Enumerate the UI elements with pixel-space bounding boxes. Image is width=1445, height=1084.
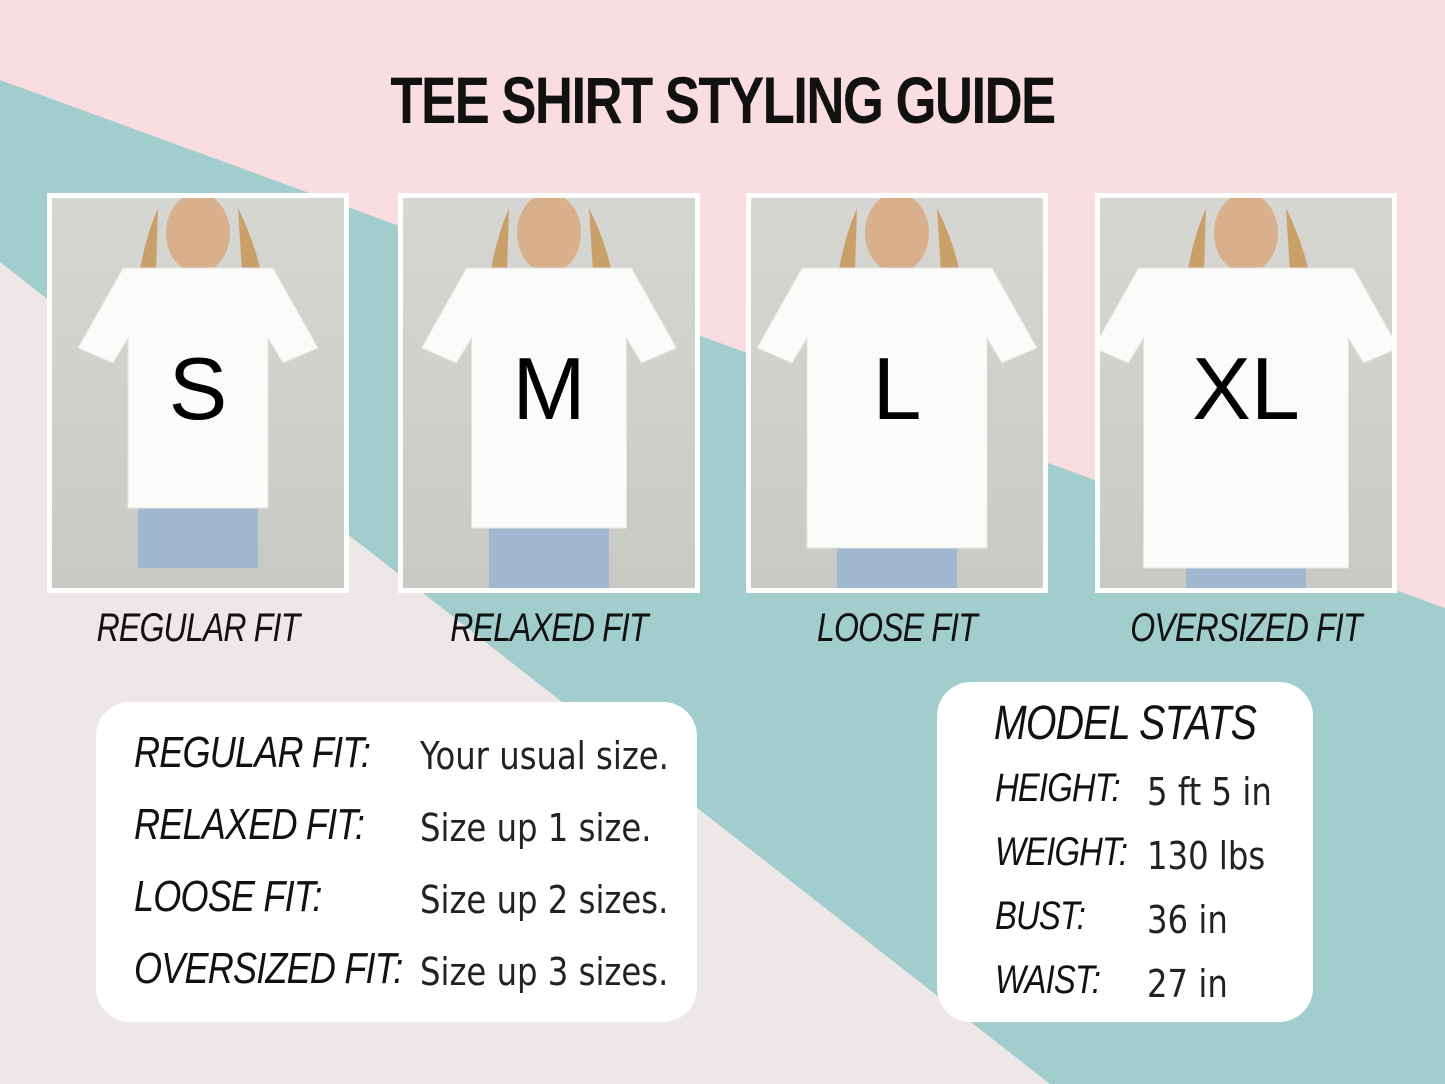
size-label: S — [168, 339, 228, 438]
fit-value: Size up 2 sizes. — [420, 878, 669, 922]
model-stats-box: MODEL STATS HEIGHT: 5 ft 5 in WEIGHT: 130… — [937, 682, 1313, 1022]
fit-caption: RELAXED FIT — [450, 606, 648, 650]
page-title: TEE SHIRT STYLING GUIDE — [390, 63, 1056, 137]
fit-label: OVERSIZED FIT: — [134, 944, 403, 993]
model-tshirt-icon — [1100, 198, 1392, 588]
fit-value: Size up 3 sizes. — [420, 950, 669, 994]
stat-value: 130 lbs — [1147, 834, 1266, 878]
stat-row: HEIGHT: — [995, 766, 1147, 811]
stat-label: BUST: — [995, 894, 1086, 938]
fit-value: Size up 1 size. — [420, 806, 652, 850]
fit-label: LOOSE FIT: — [134, 872, 322, 921]
fit-guide-box: REGULAR FIT: Your usual size. RELAXED FIT… — [96, 702, 697, 1022]
fit-caption: REGULAR FIT — [96, 606, 301, 650]
fit-label: REGULAR FIT: — [134, 728, 371, 777]
stat-value: 36 in — [1147, 898, 1228, 942]
fit-caption: OVERSIZED FIT — [1130, 606, 1362, 650]
fit-label: RELAXED FIT: — [134, 800, 365, 849]
stat-row: WEIGHT: — [995, 830, 1156, 875]
fit-caption: LOOSE FIT — [817, 606, 978, 650]
stat-label: HEIGHT: — [995, 766, 1121, 810]
model-tshirt-icon — [77, 198, 319, 568]
model-stats-title: MODEL STATS — [993, 697, 1257, 750]
fit-value: Your usual size. — [420, 734, 669, 778]
fit-guide-row: REGULAR FIT: — [134, 728, 422, 778]
stat-label: WEIGHT: — [995, 830, 1128, 874]
stat-row: BUST: — [995, 894, 1105, 939]
stat-row: WAIST: — [995, 958, 1123, 1003]
model-photo-m: M — [398, 193, 700, 593]
size-label: M — [512, 339, 586, 438]
fit-guide-row: OVERSIZED FIT: — [134, 944, 461, 994]
model-photo-xl: XL — [1095, 193, 1397, 593]
stat-value: 27 in — [1147, 962, 1228, 1006]
fit-guide-row: LOOSE FIT: — [134, 872, 363, 922]
size-label: L — [872, 339, 922, 438]
model-tshirt-icon — [756, 198, 1038, 588]
model-photo-s: S — [47, 193, 349, 593]
size-label: XL — [1192, 339, 1300, 438]
fit-guide-row: RELAXED FIT: — [134, 800, 415, 850]
stat-label: WAIST: — [995, 958, 1101, 1002]
stat-value: 5 ft 5 in — [1147, 770, 1272, 814]
model-photo-l: L — [746, 193, 1048, 593]
model-tshirt-icon — [420, 198, 678, 588]
